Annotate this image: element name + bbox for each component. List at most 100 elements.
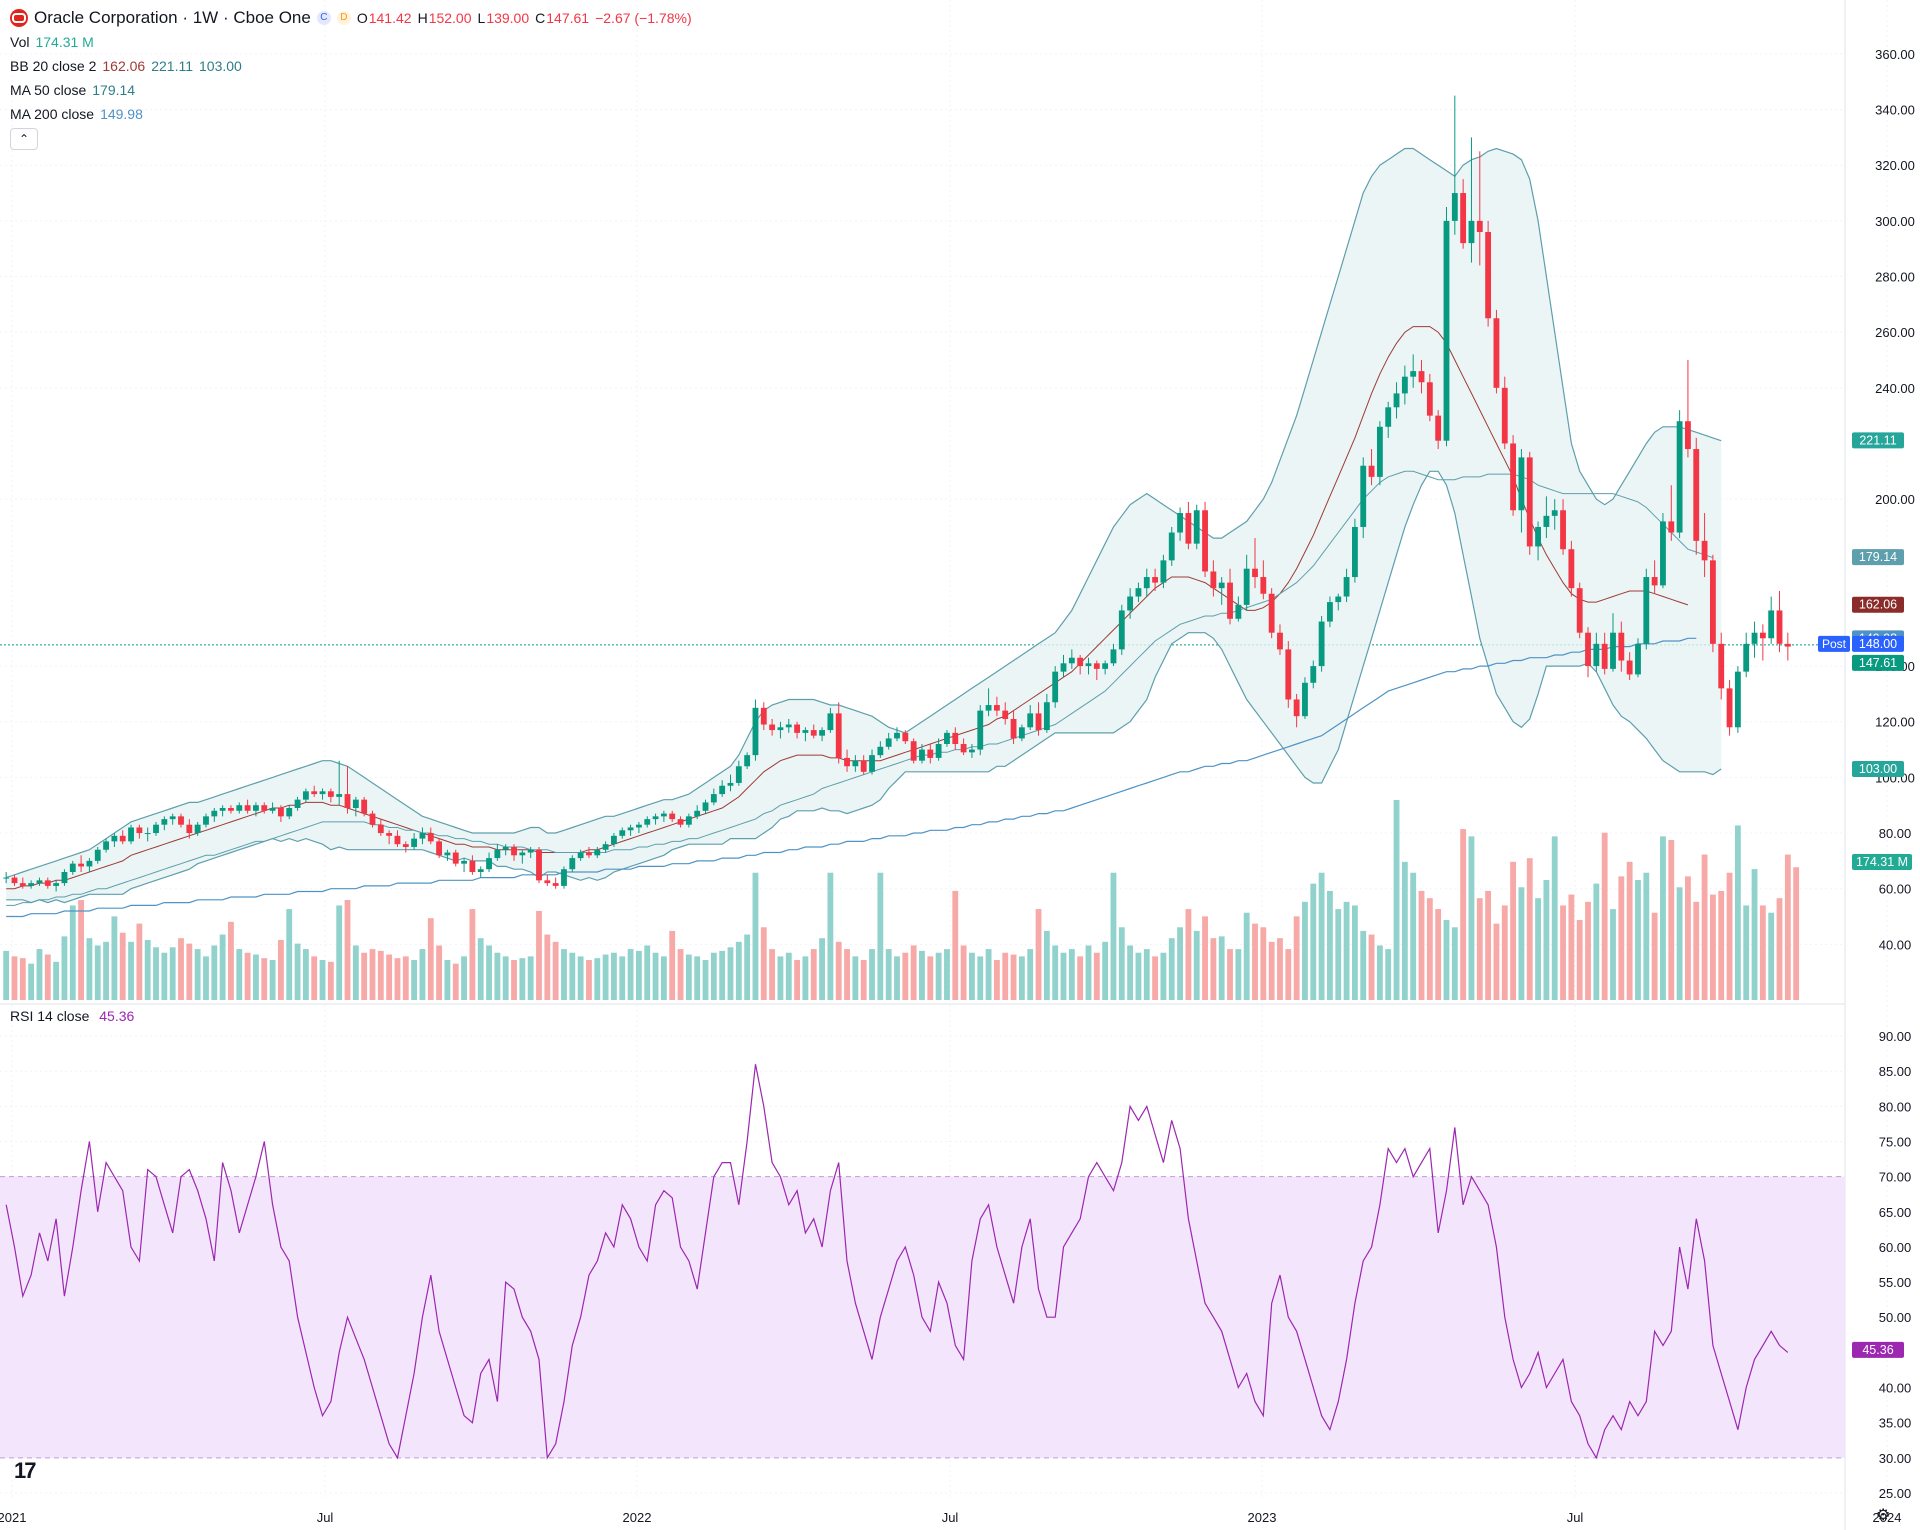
legend-vol[interactable]: Vol 174.31 M bbox=[10, 30, 692, 54]
candle-body bbox=[1335, 596, 1342, 603]
volume-bar bbox=[1327, 890, 1333, 1000]
ma50-label: MA 50 close bbox=[10, 82, 87, 98]
volume-bar bbox=[569, 952, 576, 1000]
candle-body bbox=[802, 730, 809, 733]
volume-bar bbox=[203, 956, 209, 1000]
volume-bar bbox=[802, 956, 809, 1000]
candle-body bbox=[561, 869, 567, 886]
volume-bar bbox=[1793, 867, 1800, 1000]
volume-bar bbox=[993, 960, 1000, 1000]
rsi-legend[interactable]: RSI 14 close 45.36 bbox=[10, 1008, 134, 1024]
volume-bar bbox=[594, 958, 601, 1000]
volume-bar bbox=[1510, 861, 1517, 1000]
candle-body bbox=[1643, 577, 1650, 644]
candle-body bbox=[178, 816, 184, 825]
volume-bar bbox=[111, 916, 118, 1000]
candle-body bbox=[569, 858, 576, 870]
volume-bar bbox=[1551, 836, 1558, 1000]
volume-bar bbox=[1768, 912, 1775, 1000]
candle-body bbox=[169, 816, 176, 820]
volume-bar bbox=[69, 905, 76, 1000]
candle-body bbox=[586, 852, 592, 856]
volume-bar bbox=[727, 947, 734, 1000]
volume-bar bbox=[253, 954, 259, 1000]
candle-body bbox=[952, 732, 959, 744]
candle-body bbox=[1585, 632, 1591, 667]
bb-basis-value: 162.06 bbox=[102, 58, 146, 74]
candle-body bbox=[544, 880, 551, 884]
candle-body bbox=[1185, 513, 1192, 544]
legend-bb[interactable]: BB 20 close 2 162.06 221.11 103.00 bbox=[10, 54, 692, 78]
legend-ma200[interactable]: MA 200 close 149.98 bbox=[10, 102, 692, 126]
candle-body bbox=[244, 805, 251, 811]
candle-body bbox=[1701, 540, 1708, 561]
volume-bar bbox=[1102, 941, 1109, 1000]
volume-bar bbox=[1068, 949, 1075, 1000]
candle-body bbox=[1310, 666, 1317, 683]
symbol-title[interactable]: Oracle Corporation · 1W · Cboe One bbox=[34, 8, 311, 27]
candle-body bbox=[336, 794, 343, 797]
vol-label: Vol bbox=[10, 34, 30, 50]
settings-gear-icon[interactable]: ⚙ bbox=[1876, 1507, 1891, 1524]
volume-bar bbox=[710, 952, 717, 1000]
candle-body bbox=[1093, 663, 1100, 669]
volume-bar bbox=[969, 952, 975, 1000]
volume-bar bbox=[1784, 854, 1791, 1000]
candle-body bbox=[702, 802, 709, 811]
volume-bar bbox=[777, 956, 784, 1000]
candle-body bbox=[1493, 318, 1500, 388]
volume-bar bbox=[536, 910, 542, 1000]
price-candles[interactable] bbox=[3, 95, 1791, 892]
volume-bar bbox=[819, 938, 825, 1000]
bb-upper-line bbox=[6, 147, 1722, 879]
candle-body bbox=[885, 738, 892, 747]
volume-bar bbox=[286, 909, 293, 1000]
candle-body bbox=[1268, 593, 1275, 633]
volume-bar bbox=[427, 918, 434, 1000]
candle-body bbox=[744, 755, 751, 767]
change-value: −2.67 (−1.78%) bbox=[595, 10, 692, 26]
collapse-legend-button[interactable]: ⌃ bbox=[10, 128, 38, 150]
ma50-value: 179.14 bbox=[92, 82, 136, 98]
tradingview-logo-icon[interactable]: 17 bbox=[14, 1458, 37, 1483]
volume-bar bbox=[944, 949, 950, 1000]
candle-body bbox=[444, 852, 451, 856]
symbol-row[interactable]: Oracle Corporation · 1W · Cboe One C D O… bbox=[10, 6, 692, 30]
candle-body bbox=[277, 808, 284, 817]
rsi-tick-label: 60.00 bbox=[1879, 1240, 1912, 1255]
volume-bar bbox=[452, 963, 459, 1000]
candle-body bbox=[469, 860, 476, 872]
volume-bar bbox=[1152, 956, 1159, 1000]
candle-body bbox=[402, 844, 409, 847]
candle-body bbox=[910, 741, 917, 761]
close-value: 147.61 bbox=[546, 10, 590, 26]
candle-body bbox=[1252, 568, 1258, 578]
market-status-icon: C bbox=[316, 11, 331, 25]
volume-bar bbox=[1701, 854, 1708, 1000]
legend-ma50[interactable]: MA 50 close 179.14 bbox=[10, 78, 692, 102]
candle-body bbox=[236, 805, 243, 811]
candle-body bbox=[228, 808, 234, 811]
candle-body bbox=[660, 813, 667, 817]
candle-body bbox=[677, 819, 684, 825]
volume-bar bbox=[61, 936, 68, 1000]
volume-bar bbox=[194, 949, 201, 1000]
volume-bar bbox=[1118, 927, 1125, 1000]
volume-bar bbox=[1127, 945, 1134, 1000]
candle-body bbox=[1551, 510, 1558, 516]
candle-body bbox=[1060, 663, 1067, 672]
bb-label: BB 20 close 2 bbox=[10, 58, 97, 74]
volume-bar bbox=[977, 956, 984, 1000]
candle-body bbox=[1160, 560, 1167, 583]
time-tick-label: Jul bbox=[317, 1510, 334, 1525]
volume-badge-bg bbox=[1852, 854, 1912, 870]
volume-bar bbox=[952, 890, 959, 1000]
volume-bar bbox=[1085, 945, 1092, 1000]
candle-body bbox=[103, 841, 109, 850]
volume-bar bbox=[1610, 909, 1616, 1000]
volume-bar bbox=[1751, 869, 1758, 1000]
candle-body bbox=[203, 816, 209, 825]
candle-body bbox=[319, 791, 326, 795]
candle-body bbox=[852, 760, 859, 767]
